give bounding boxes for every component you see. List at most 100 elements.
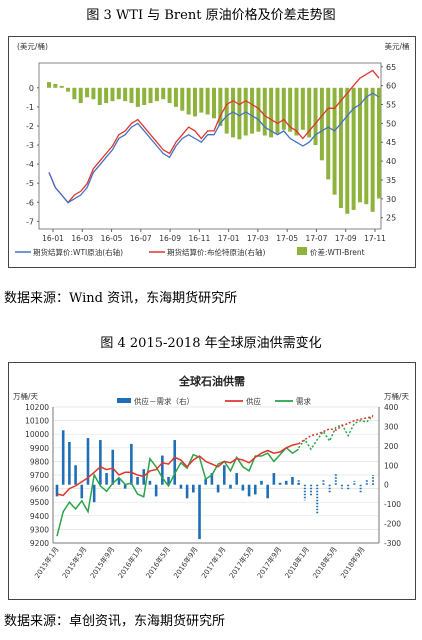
x-tick-label: 2018年5月: [311, 545, 339, 580]
x-tick-label: 2016年9月: [172, 545, 200, 580]
balance-bar: [266, 484, 269, 499]
spread-bar: [212, 87, 216, 119]
chart-title: 全球石油供需: [178, 374, 245, 388]
balance-bar: [99, 440, 102, 485]
x-tick-label: 17-03: [247, 234, 269, 243]
supply-forecast-line: [298, 415, 374, 445]
x-tick-label: 16-09: [159, 234, 181, 243]
x-tick-label: 17-05: [276, 234, 298, 243]
spread-bar: [250, 87, 255, 134]
balance-bar: [74, 465, 77, 485]
spread-bar: [281, 87, 286, 130]
left-tick-label: -5: [26, 179, 34, 188]
balance-bar: [222, 465, 226, 485]
legend-brent-label: 期货结算价:布伦特原油(右轴): [167, 247, 265, 257]
spread-bar: [154, 87, 159, 102]
spread-bar: [294, 87, 299, 136]
balance-bar: [253, 484, 257, 495]
spread-bar: [300, 87, 305, 130]
left-axis-unit: 万桶/天: [13, 391, 39, 401]
spread-bar: [78, 87, 83, 104]
balance-bar: [179, 484, 183, 489]
spread-bar: [269, 87, 274, 138]
x-tick-label: 17-01: [218, 234, 240, 243]
wti-brent-chart: (美元/桶) 美元/桶 -7 -6 -5 -4 -3 -2 -1 0 25 30 35 40 45 50 55 6…: [8, 36, 416, 268]
spread-bar: [167, 87, 172, 104]
x-tick-label: 16-05: [101, 234, 123, 243]
left-tick-label: 9700: [30, 471, 49, 480]
right-tick-label: 55: [386, 101, 396, 110]
spread-bar: [116, 87, 121, 100]
left-tick-label: 9300: [30, 525, 49, 534]
x-tick-label: 17-09: [335, 234, 357, 243]
spread-bar: [97, 87, 102, 105]
right-tick-label: 300: [384, 422, 399, 431]
balance-bar: [161, 455, 164, 485]
balance-bar: [185, 484, 189, 499]
spread-bar: [326, 87, 331, 180]
balance-bar: [260, 480, 263, 485]
balance-bar: [272, 473, 276, 485]
x-tick-label: 2015年1月: [32, 545, 60, 580]
spread-bar: [91, 87, 96, 100]
balance-bar: [92, 484, 96, 503]
figure-3-source: 数据来源：Wind 资讯，东海期货研究所: [4, 291, 238, 306]
x-tick-label: 16-01: [42, 234, 64, 243]
demand-forecast-line: [298, 414, 374, 451]
spread-bar: [53, 83, 58, 88]
legend-balance-swatch: [117, 398, 131, 403]
balance-bar: [86, 438, 90, 485]
right-tick-label: 0: [384, 481, 389, 490]
x-tick-label: 16-11: [188, 234, 210, 243]
right-tick-label: 65: [386, 63, 396, 72]
balance-bar: [105, 473, 108, 485]
spread-bar: [262, 87, 267, 136]
left-tick-label: 9400: [30, 512, 49, 521]
spread-bar: [364, 87, 369, 205]
spread-bar: [351, 87, 356, 210]
balance-bar: [216, 484, 220, 493]
x-tick-label: 2015年5月: [60, 545, 88, 580]
right-tick-label: -200: [384, 520, 401, 529]
spread-bar: [192, 87, 197, 117]
balance-bar: [173, 440, 177, 485]
balance-bar: [55, 484, 59, 497]
balance-bar: [278, 482, 282, 485]
balance-bar: [123, 484, 127, 489]
spread-bar: [218, 87, 223, 126]
left-tick-label: -6: [26, 198, 34, 207]
balance-bar: [247, 484, 251, 497]
wti-price-line: [48, 92, 380, 204]
right-tick-label: 35: [386, 176, 396, 185]
legend-balance-label: 供应－需求（右）: [134, 396, 194, 406]
right-tick-label: 40: [386, 157, 396, 166]
legend-spread-swatch: [297, 247, 307, 255]
balance-bar: [229, 484, 232, 489]
x-tick-label: 2017年9月: [255, 545, 283, 580]
x-tick-label: 17-07: [306, 234, 328, 243]
legend-spread-label: 价差:WTI-Brent: [310, 247, 365, 257]
brent-price-line: [48, 69, 380, 204]
right-axis-unit: 美元/桶: [384, 41, 409, 51]
spread-bar: [85, 87, 90, 98]
x-tick-label: 2015年9月: [88, 545, 116, 580]
spread-bar: [319, 87, 324, 161]
legend-supply-label: 供应: [246, 396, 261, 406]
x-tick-label: 2018年1月: [283, 545, 311, 580]
spread-bar: [47, 82, 51, 88]
right-tick-label: 45: [386, 138, 396, 147]
balance-bar: [167, 476, 170, 485]
left-axis-unit: (美元/桶): [17, 41, 48, 51]
balance-bar: [111, 449, 115, 485]
balance-bar: [198, 484, 201, 540]
balance-bar: [80, 484, 84, 499]
spread-bar: [237, 87, 242, 140]
spread-bar: [180, 87, 185, 111]
balance-bar: [130, 443, 133, 485]
spread-bar: [173, 87, 178, 107]
left-tick-label: 10200: [25, 403, 49, 412]
legend-wti-label: 期货结算价:WTI原油(右轴): [33, 247, 123, 257]
spread-bar: [123, 87, 128, 102]
x-tick-label: 16-03: [71, 234, 93, 243]
